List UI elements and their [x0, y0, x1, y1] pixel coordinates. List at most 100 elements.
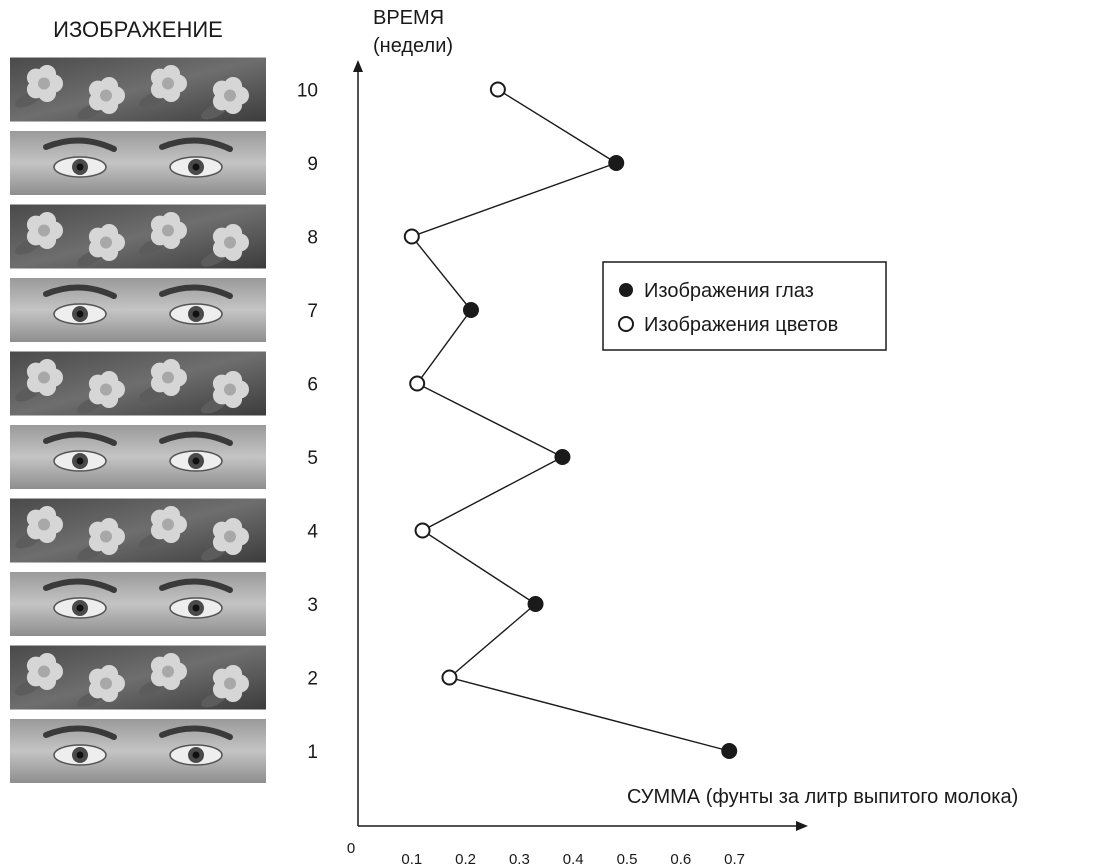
flower-center-shape: [224, 530, 236, 543]
y-tick-label: 9: [307, 154, 318, 175]
eyebrow-shape: [159, 431, 233, 446]
flower-center-shape: [224, 677, 236, 690]
pupil-shape: [76, 604, 84, 612]
x-tick-label: 0.7: [724, 851, 745, 867]
eyebrow-shape: [43, 725, 117, 740]
flowers-photo-strip: [10, 57, 266, 122]
y-axis-arrow: [353, 60, 363, 72]
data-point-flowers: [414, 522, 431, 539]
axes: [353, 60, 808, 831]
flower-center-shape: [38, 665, 50, 678]
flower-center-shape: [38, 77, 50, 90]
flower-center-shape: [38, 224, 50, 237]
data-point-flowers: [409, 375, 426, 392]
y-tick-label: 5: [307, 448, 318, 469]
data-point-flowers: [441, 669, 458, 686]
x-tick-label: 0.4: [563, 851, 584, 867]
y-tick-label: 6: [307, 375, 318, 396]
eyes-photo-strip: [10, 425, 266, 489]
flowers-photo-strip: [10, 645, 266, 710]
flower-center-shape: [162, 518, 174, 531]
legend-label-eyes: Изображения глаз: [644, 280, 814, 302]
flower-center-shape: [224, 236, 236, 249]
eyes-photo-strip: [10, 719, 266, 783]
eyebrow-shape: [159, 284, 233, 299]
x-tick-label: 0.2: [455, 851, 476, 867]
pupil-shape: [192, 751, 200, 759]
flower-center-shape: [162, 77, 174, 90]
pupil-shape: [192, 310, 200, 318]
eyebrow-shape: [43, 578, 117, 593]
x-tick-label: 0.5: [617, 851, 638, 867]
x-axis-arrow: [796, 821, 808, 831]
flower-center-shape: [224, 89, 236, 102]
photo-background: [10, 131, 266, 195]
image-strip-column: [10, 57, 266, 783]
data-point-eyes: [462, 302, 479, 318]
flower-center-shape: [100, 236, 112, 249]
legend-label-flowers: Изображения цветов: [644, 314, 838, 336]
image-column-title: ИЗОБРАЖЕНИЕ: [53, 17, 223, 42]
flower-center-shape: [100, 89, 112, 102]
flowers-photo-strip: [10, 498, 266, 563]
flower-center-shape: [224, 383, 236, 396]
x-tick-label: 0.3: [509, 851, 530, 867]
y-tick-label: 8: [307, 228, 318, 249]
flower-center-shape: [100, 383, 112, 396]
y-axis-label-line1: ВРЕМЯ: [373, 7, 444, 29]
flower-center-shape: [100, 530, 112, 543]
data-point-flowers: [489, 81, 506, 98]
data-point-eyes: [608, 155, 625, 171]
flower-center-shape: [38, 518, 50, 531]
flower-center-shape: [162, 371, 174, 384]
eyebrow-shape: [159, 725, 233, 740]
data-series: [403, 81, 738, 759]
eyebrow-shape: [43, 431, 117, 446]
eyebrow-shape: [159, 137, 233, 152]
flower-center-shape: [162, 224, 174, 237]
pupil-shape: [76, 163, 84, 171]
eyebrow-shape: [159, 578, 233, 593]
eyes-photo-strip: [10, 278, 266, 342]
x-axis-label: СУММА (фунты за литр выпитого молока): [627, 786, 1018, 808]
eyes-photo-strip: [10, 131, 266, 195]
flowers-photo-strip: [10, 351, 266, 416]
x-tick-label: 0.6: [670, 851, 691, 867]
pupil-shape: [76, 310, 84, 318]
y-tick-label: 2: [307, 669, 318, 690]
data-point-eyes: [554, 449, 571, 465]
data-point-eyes: [721, 743, 738, 759]
pupil-shape: [192, 457, 200, 465]
legend: Изображения глаз Изображения цветов: [602, 261, 887, 351]
eyes-photo-strip: [10, 572, 266, 636]
eyebrow-shape: [43, 137, 117, 152]
x-tick-label: 0.1: [401, 851, 422, 867]
data-point-flowers: [403, 228, 420, 245]
flower-center-shape: [162, 665, 174, 678]
flower-center-shape: [100, 677, 112, 690]
y-axis-label-line2: (недели): [373, 35, 453, 57]
photo-background: [10, 425, 266, 489]
y-tick-label: 3: [307, 595, 318, 616]
series-connecting-line: [410, 88, 730, 752]
tick-labels: 1 2 3 4 5 6 7 8 9 10 0 0.1 0.2 0.3 0.4 0.5 0.6 0.7: [297, 81, 745, 867]
y-tick-label: 4: [307, 522, 318, 543]
pupil-shape: [76, 457, 84, 465]
x-tick-label: 0: [347, 840, 355, 857]
pupil-shape: [76, 751, 84, 759]
eyebrow-shape: [43, 284, 117, 299]
y-tick-label: 7: [307, 301, 318, 322]
y-tick-label: 1: [307, 742, 318, 763]
pupil-shape: [192, 163, 200, 171]
legend-marker-flowers: [618, 316, 634, 332]
pupil-shape: [192, 604, 200, 612]
photo-background: [10, 278, 266, 342]
y-tick-label: 10: [297, 81, 318, 102]
flowers-photo-strip: [10, 204, 266, 269]
photo-background: [10, 572, 266, 636]
flower-center-shape: [38, 371, 50, 384]
data-point-eyes: [527, 596, 544, 612]
legend-box: [602, 261, 887, 351]
photo-background: [10, 719, 266, 783]
